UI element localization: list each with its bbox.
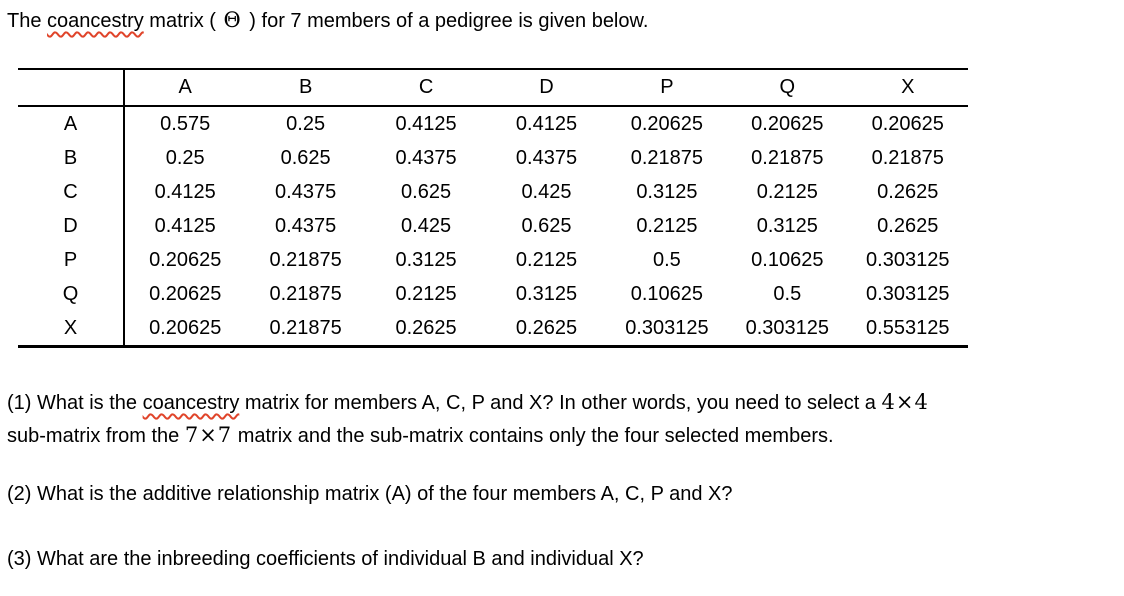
matrix-cell: 0.25	[286, 112, 326, 135]
matrix-cell: 0.2125	[756, 180, 818, 203]
matrix-cell: 0.3125	[636, 180, 698, 203]
matrix-cell: 0.4375	[275, 214, 337, 237]
matrix-cell: 0.4375	[395, 146, 457, 169]
matrix-row: C 0.4125 0.4375 0.625 0.425 0.3125 0.2125 0.262…	[18, 175, 968, 209]
matrix-cell: 0.20625	[871, 112, 944, 135]
question-1: (1) What is the coancestry matrix for me…	[7, 386, 1124, 452]
matrix-cell: 0.25	[165, 146, 205, 169]
q1-math-4x4: 4×4	[881, 390, 929, 414]
q1-math-7x7: 7×7	[184, 423, 233, 447]
matrix-cell: 0.2125	[515, 248, 578, 271]
matrix-cell: 0.3125	[756, 214, 818, 237]
matrix-cell: 0.3125	[395, 248, 457, 271]
matrix-cell: 0.21875	[269, 248, 342, 271]
matrix-cell: 0.303125	[866, 282, 950, 305]
theta-symbol: Θ	[223, 8, 242, 32]
matrix-col-header: P	[660, 76, 674, 98]
matrix-row: D 0.4125 0.4375 0.425 0.625 0.2125 0.3125 0.262…	[18, 209, 968, 243]
matrix-row-label: B	[18, 141, 125, 175]
q1-spellcheck-word: coancestry	[142, 392, 240, 414]
question-1-line-2: sub-matrix from the 7×7 matrix and the s…	[7, 419, 1124, 452]
matrix-cell: 0.21875	[630, 146, 704, 169]
q1-line2-post: matrix and the sub-matrix contains only …	[232, 425, 834, 447]
question-3: (3) What are the inbreeding coefficients…	[7, 548, 644, 570]
matrix-row: X 0.20625 0.21875 0.2625 0.2625 0.303125 0.303…	[18, 311, 968, 345]
matrix-cell: 0.5	[652, 248, 681, 271]
matrix-cell: 0.425	[521, 180, 572, 203]
matrix-cell: 0.303125	[745, 316, 830, 339]
matrix-cell: 0.5	[773, 282, 802, 305]
matrix-cell: 0.2625	[877, 180, 939, 203]
matrix-cell: 0.3125	[515, 282, 578, 305]
question-2: (2) What is the additive relationship ma…	[7, 483, 733, 505]
matrix-cell: 0.2625	[877, 214, 939, 237]
matrix-cell: 0.20625	[149, 316, 222, 339]
matrix-row-label: Q	[18, 277, 125, 311]
matrix-cell: 0.625	[401, 180, 452, 203]
matrix-cell: 0.4375	[275, 180, 337, 203]
matrix-cell: 0.21875	[269, 282, 342, 305]
page-title: The coancestry matrix ( Θ ) for 7 member…	[7, 8, 648, 33]
matrix-cell: 0.20625	[751, 112, 824, 135]
matrix-cell: 0.625	[521, 214, 572, 237]
matrix-cell: 0.425	[401, 214, 452, 237]
matrix-cell: 0.4125	[515, 112, 578, 135]
matrix-cell: 0.21875	[269, 316, 342, 339]
matrix-row-label: P	[18, 243, 125, 277]
matrix-cell: 0.2625	[395, 316, 457, 339]
matrix-cell: 0.575	[160, 112, 211, 135]
matrix-cell: 0.10625	[751, 248, 824, 271]
matrix-col-header: D	[539, 76, 554, 98]
matrix-cell: 0.2125	[636, 214, 698, 237]
matrix-cell: 0.553125	[866, 316, 950, 339]
matrix-col-header: A	[178, 76, 192, 98]
matrix-cell: 0.303125	[866, 248, 950, 271]
title-text-pre: The	[7, 10, 48, 32]
matrix-cell: 0.4125	[154, 214, 216, 237]
question-1-line-1: (1) What is the coancestry matrix for me…	[7, 386, 1124, 419]
matrix-cell: 0.20625	[630, 112, 704, 135]
matrix-cell: 0.20625	[149, 248, 222, 271]
matrix-col-header: C	[418, 76, 434, 98]
matrix-cell: 0.21875	[871, 146, 944, 169]
matrix-row: A 0.575 0.25 0.4125 0.4125 0.20625 0.20625 0.20…	[18, 107, 968, 141]
title-text-mid: matrix (	[143, 10, 222, 32]
matrix-cell: 0.10625	[630, 282, 704, 305]
matrix-row-label: D	[18, 209, 125, 243]
matrix-cell: 0.20625	[149, 282, 222, 305]
matrix-row-label: X	[18, 311, 125, 345]
q1-line2-pre: sub-matrix from the	[7, 425, 185, 447]
matrix-row: B 0.25 0.625 0.4375 0.4375 0.21875 0.21875 0.21…	[18, 141, 968, 175]
matrix-cell: 0.303125	[625, 316, 709, 339]
matrix-cell: 0.4375	[515, 146, 578, 169]
matrix-col-header: B	[298, 76, 313, 98]
matrix-cell: 0.2625	[515, 316, 578, 339]
matrix-col-header: X	[901, 76, 915, 98]
matrix-cell: 0.4125	[395, 112, 457, 135]
q1-text-mid: matrix for members A, C, P and X? In oth…	[239, 392, 882, 414]
matrix-corner-cell	[18, 70, 125, 105]
matrix-cell: 0.625	[280, 146, 331, 169]
title-text-post: ) for 7 members of a pedigree is given b…	[243, 10, 649, 32]
q1-text-pre: (1) What is the	[7, 392, 143, 414]
matrix-cell: 0.21875	[751, 146, 824, 169]
title-spellcheck-word: coancestry	[47, 10, 144, 32]
matrix-col-header: Q	[779, 76, 796, 98]
matrix-row-label: A	[18, 107, 125, 141]
matrix-cell: 0.4125	[154, 180, 216, 203]
matrix-body: A 0.575 0.25 0.4125 0.4125 0.20625 0.20625 0.20…	[18, 107, 968, 345]
matrix-row-label: C	[18, 175, 125, 209]
matrix-cell: 0.2125	[395, 282, 457, 305]
matrix-row: Q 0.20625 0.21875 0.2125 0.3125 0.10625 0.5 0.3…	[18, 277, 968, 311]
matrix-row: P 0.20625 0.21875 0.3125 0.2125 0.5 0.10625 0.3…	[18, 243, 968, 277]
